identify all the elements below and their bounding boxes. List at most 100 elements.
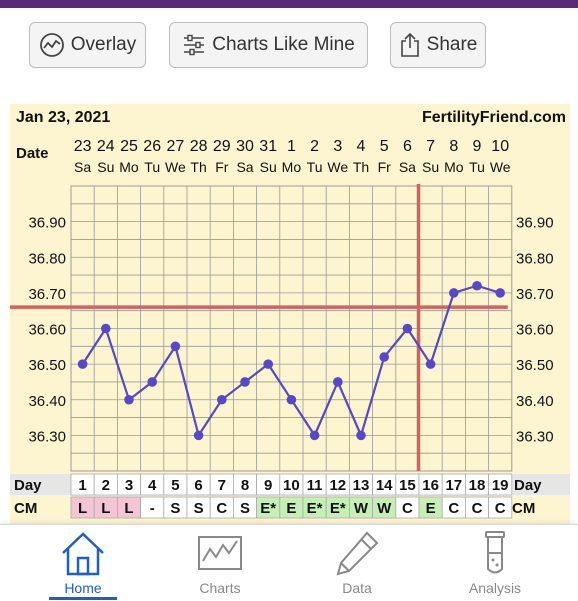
cm-value: W [377, 500, 392, 517]
weekday-label: Su [422, 159, 439, 175]
chart-date: Jan 23, 2021 [16, 109, 110, 126]
weekday-label: Th [190, 159, 206, 175]
cm-value: L [78, 500, 87, 517]
cm-value: S [194, 500, 204, 517]
weekday-label: Tu [307, 159, 323, 175]
day-number: 8 [241, 477, 249, 494]
day-number: 18 [469, 477, 486, 494]
day-number: 10 [283, 477, 300, 494]
day-number: 1 [78, 477, 86, 494]
weekday-label: Tu [144, 159, 160, 175]
day-number: 16 [422, 477, 439, 494]
bbt-chart: Jan 23, 2021 FertilityFriend.com Date 23 2… [10, 109, 570, 519]
weekday-label: We [490, 159, 511, 175]
test-tube-icon [485, 531, 505, 574]
temperature-point [472, 280, 482, 291]
day-number: 11 [307, 477, 323, 494]
chart-site: FertilityFriend.com [422, 109, 566, 126]
date-label: 27 [167, 138, 185, 155]
day-number: 9 [264, 477, 272, 494]
weekday-label: Sa [236, 159, 253, 175]
weekday-label: Sa [74, 159, 91, 175]
temperature-point [101, 323, 111, 334]
temperature-point [309, 430, 320, 441]
cm-value: C [402, 500, 413, 517]
nav-analysis[interactable]: Analysis [435, 525, 555, 601]
temperature-point [217, 394, 227, 405]
temperature-point [333, 377, 343, 387]
weekday-label: Tu [469, 159, 485, 175]
day-number: 19 [492, 477, 509, 494]
cm-value: W [354, 500, 369, 517]
cm-value: L [101, 500, 110, 517]
nav-home-label: Home [64, 580, 102, 596]
date-label: 31 [259, 138, 277, 155]
nav-active-indicator [49, 597, 117, 600]
temperature-point [77, 359, 88, 369]
day-row-label: Day [14, 477, 42, 494]
date-label: 4 [357, 138, 366, 155]
sliders-icon [184, 34, 205, 56]
overlay-button[interactable]: Overlay [29, 22, 146, 68]
temperature-point [425, 359, 436, 369]
weekday-label: We [165, 159, 186, 175]
day-row-label-right: Day [514, 477, 542, 494]
weekday-label: Fr [215, 159, 229, 175]
y-tick-label-left: 36.30 [28, 428, 66, 445]
day-number: 7 [218, 477, 226, 494]
day-number: 5 [171, 477, 179, 494]
share-icon [400, 32, 419, 57]
date-label: 28 [190, 138, 208, 155]
cm-value: E* [260, 500, 276, 517]
cm-row-label-right: CM [512, 500, 535, 517]
date-label: 5 [380, 138, 389, 155]
date-label: 8 [449, 138, 458, 155]
cm-value: E* [307, 500, 323, 517]
date-label: 1 [287, 138, 296, 155]
temperature-point [356, 430, 366, 441]
date-label: 29 [213, 138, 231, 155]
weekday-label: Th [353, 159, 369, 175]
day-number: 12 [329, 477, 346, 494]
temperature-point [147, 377, 157, 387]
temperature-point [379, 352, 390, 362]
day-number: 15 [399, 477, 416, 494]
temperature-point [402, 323, 413, 334]
home-icon [62, 532, 104, 576]
y-tick-label-right: 36.90 [516, 215, 554, 232]
nav-charts[interactable]: Charts [160, 525, 280, 601]
day-number: 13 [353, 477, 370, 494]
nav-home[interactable]: Home [23, 525, 143, 601]
y-tick-label-left: 36.90 [28, 215, 66, 232]
charts-like-mine-button[interactable]: Charts Like Mine [169, 22, 368, 68]
cm-value: S [170, 500, 180, 517]
nav-analysis-label: Analysis [468, 580, 522, 596]
bottom-navigation: Home Charts Data Analysis [0, 524, 578, 601]
date-label: 9 [473, 138, 482, 155]
y-tick-label-left: 36.60 [28, 322, 66, 339]
date-label: 30 [236, 138, 254, 155]
temperature-point [449, 288, 459, 298]
cm-value: C [495, 500, 506, 517]
date-label: 2 [310, 138, 319, 155]
y-tick-label-right: 36.60 [516, 322, 554, 339]
cm-value: L [124, 500, 133, 517]
chart-toolbar: Overlay Charts Like Mine Share [0, 22, 578, 70]
day-number: 2 [102, 477, 110, 494]
pencil-icon [336, 531, 379, 576]
y-tick-label-left: 36.40 [28, 393, 66, 410]
nav-charts-label: Charts [199, 580, 241, 596]
y-tick-label-right: 36.70 [516, 286, 554, 303]
overlay-label: Overlay [70, 34, 137, 55]
cm-row-label: CM [14, 500, 37, 517]
weekday-label: Su [97, 159, 114, 175]
temperature-point [124, 394, 134, 405]
temperature-point [170, 341, 181, 352]
date-label: 6 [403, 138, 412, 155]
app-top-bar [0, 0, 578, 8]
temperature-point [263, 359, 273, 369]
share-button[interactable]: Share [390, 22, 486, 68]
overlay-icon [39, 33, 64, 57]
cm-value: E [286, 500, 296, 517]
nav-data[interactable]: Data [297, 525, 417, 601]
